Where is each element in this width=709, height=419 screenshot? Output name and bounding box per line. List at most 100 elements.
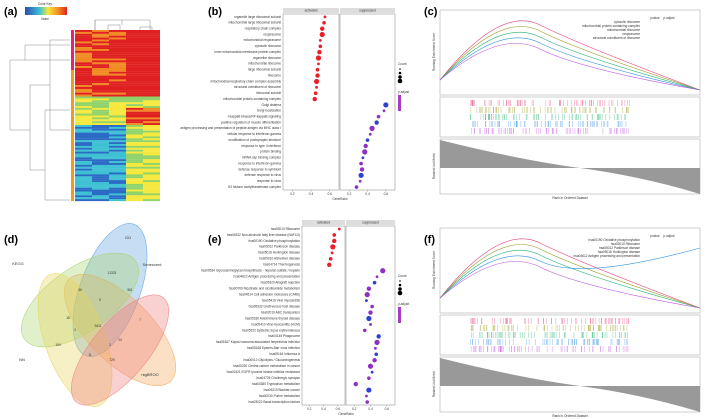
x-tick-label: 0.6 xyxy=(385,407,390,411)
heat-cell xyxy=(109,54,126,57)
legend-title: p.adjust xyxy=(398,302,409,306)
dot xyxy=(354,185,359,189)
heat-cell xyxy=(126,132,143,135)
heat-cell xyxy=(109,104,126,107)
heat-cell xyxy=(92,136,109,139)
heat-cell xyxy=(109,92,126,95)
heat-cell xyxy=(92,138,109,141)
dot xyxy=(363,143,368,149)
heat-cell xyxy=(92,195,109,198)
heat-cell xyxy=(92,88,109,91)
heat-cell xyxy=(126,147,143,150)
term-label: hsa00190 Oxidative phosphorylation xyxy=(248,239,300,243)
heat-cell xyxy=(109,47,126,50)
y-axis-label: Running Enrichment Score xyxy=(432,33,436,71)
heat-cell xyxy=(92,109,109,112)
heat-cell xyxy=(143,69,160,72)
heat-cell xyxy=(92,96,109,99)
heat-cell xyxy=(109,79,126,82)
heat-cell xyxy=(126,185,143,188)
term-label: hsa04714 Thermogenesis xyxy=(263,263,300,267)
heat-cell xyxy=(143,35,160,38)
heat-cell xyxy=(143,174,160,177)
heat-cell xyxy=(75,125,92,127)
heat-cell xyxy=(126,85,143,88)
heat-cell xyxy=(109,191,126,194)
heat-cell xyxy=(109,66,126,69)
dot xyxy=(370,370,374,374)
heat-cell xyxy=(75,35,92,38)
heat-cell xyxy=(143,98,160,101)
heat-cell xyxy=(92,66,109,69)
heat-cell xyxy=(75,49,92,51)
heat-cell xyxy=(75,119,92,122)
heat-cell xyxy=(143,113,160,116)
heat-cell xyxy=(126,182,143,184)
heat-cell xyxy=(143,37,160,40)
heat-cell xyxy=(92,199,109,202)
heat-cell xyxy=(143,94,160,97)
heat-cell xyxy=(109,62,126,65)
dot xyxy=(368,132,372,136)
heat-cell xyxy=(126,104,143,107)
dot xyxy=(332,238,337,244)
venn-count: 2 xyxy=(109,343,111,347)
heat-cell xyxy=(143,178,160,181)
es-curve xyxy=(439,238,701,309)
x-tick-label: 0.2 xyxy=(352,407,357,411)
heat-cell xyxy=(92,163,109,165)
heat-cell xyxy=(75,151,92,154)
heat-cell xyxy=(75,187,92,190)
heat-cell xyxy=(109,130,126,133)
term-label: I-kappaB kinase/NF-kappaB signaling xyxy=(228,115,282,119)
term-label: hsa00230 Purine metabolism xyxy=(259,394,301,398)
heat-cell xyxy=(92,182,109,184)
heat-cell xyxy=(75,69,92,72)
heat-cell xyxy=(75,157,92,160)
term-label: hsa03010 Ribosome xyxy=(271,227,300,231)
heat-cell xyxy=(92,125,109,127)
heat-cell xyxy=(92,183,109,186)
heat-cell xyxy=(92,113,109,116)
heat-cell xyxy=(143,151,160,154)
heat-cell xyxy=(92,106,109,108)
score-frame xyxy=(439,227,701,314)
es-curve xyxy=(439,43,701,91)
term-label: organellar ribosome xyxy=(253,56,281,60)
heat-cell xyxy=(75,159,92,162)
term-label: protein binding xyxy=(260,150,281,154)
heat-cell xyxy=(126,172,143,175)
heat-cell xyxy=(75,30,92,32)
dot xyxy=(332,233,337,237)
heat-cell xyxy=(126,73,143,76)
venn-count: 36 xyxy=(78,288,82,292)
term-label: hsa04145 Phagosome xyxy=(268,334,300,338)
heat-cell xyxy=(143,90,160,93)
legend-entry: cytosolic ribosome xyxy=(614,20,640,24)
heat-cell xyxy=(143,58,160,61)
heat-cell xyxy=(143,134,160,137)
heat-cell xyxy=(143,149,160,152)
heat-cell xyxy=(75,161,92,164)
y-axis-label: Ranked List Metric xyxy=(432,370,436,397)
heat-cell xyxy=(92,178,109,181)
dot xyxy=(369,125,375,131)
heat-cell xyxy=(75,81,92,84)
heat-cell xyxy=(75,54,92,57)
dot xyxy=(362,328,367,333)
heat-cell xyxy=(126,136,143,139)
venn-count: 5 xyxy=(99,298,101,302)
heat-cell xyxy=(143,164,160,167)
heat-cell xyxy=(92,31,109,34)
term-label: hsa04514 Cell adhesion molecules (CAMs) xyxy=(239,292,300,296)
heat-cell xyxy=(75,92,92,95)
heat-cell xyxy=(92,92,109,95)
heat-cell xyxy=(143,109,160,112)
heat-cell xyxy=(75,183,92,186)
heat-cell xyxy=(75,96,92,99)
term-label: hsa04932 Non-alcoholic fatty liver disea… xyxy=(227,233,300,237)
heat-cell xyxy=(143,47,160,50)
heat-cell xyxy=(92,85,109,88)
facet-header xyxy=(283,8,339,13)
dot xyxy=(375,275,379,279)
